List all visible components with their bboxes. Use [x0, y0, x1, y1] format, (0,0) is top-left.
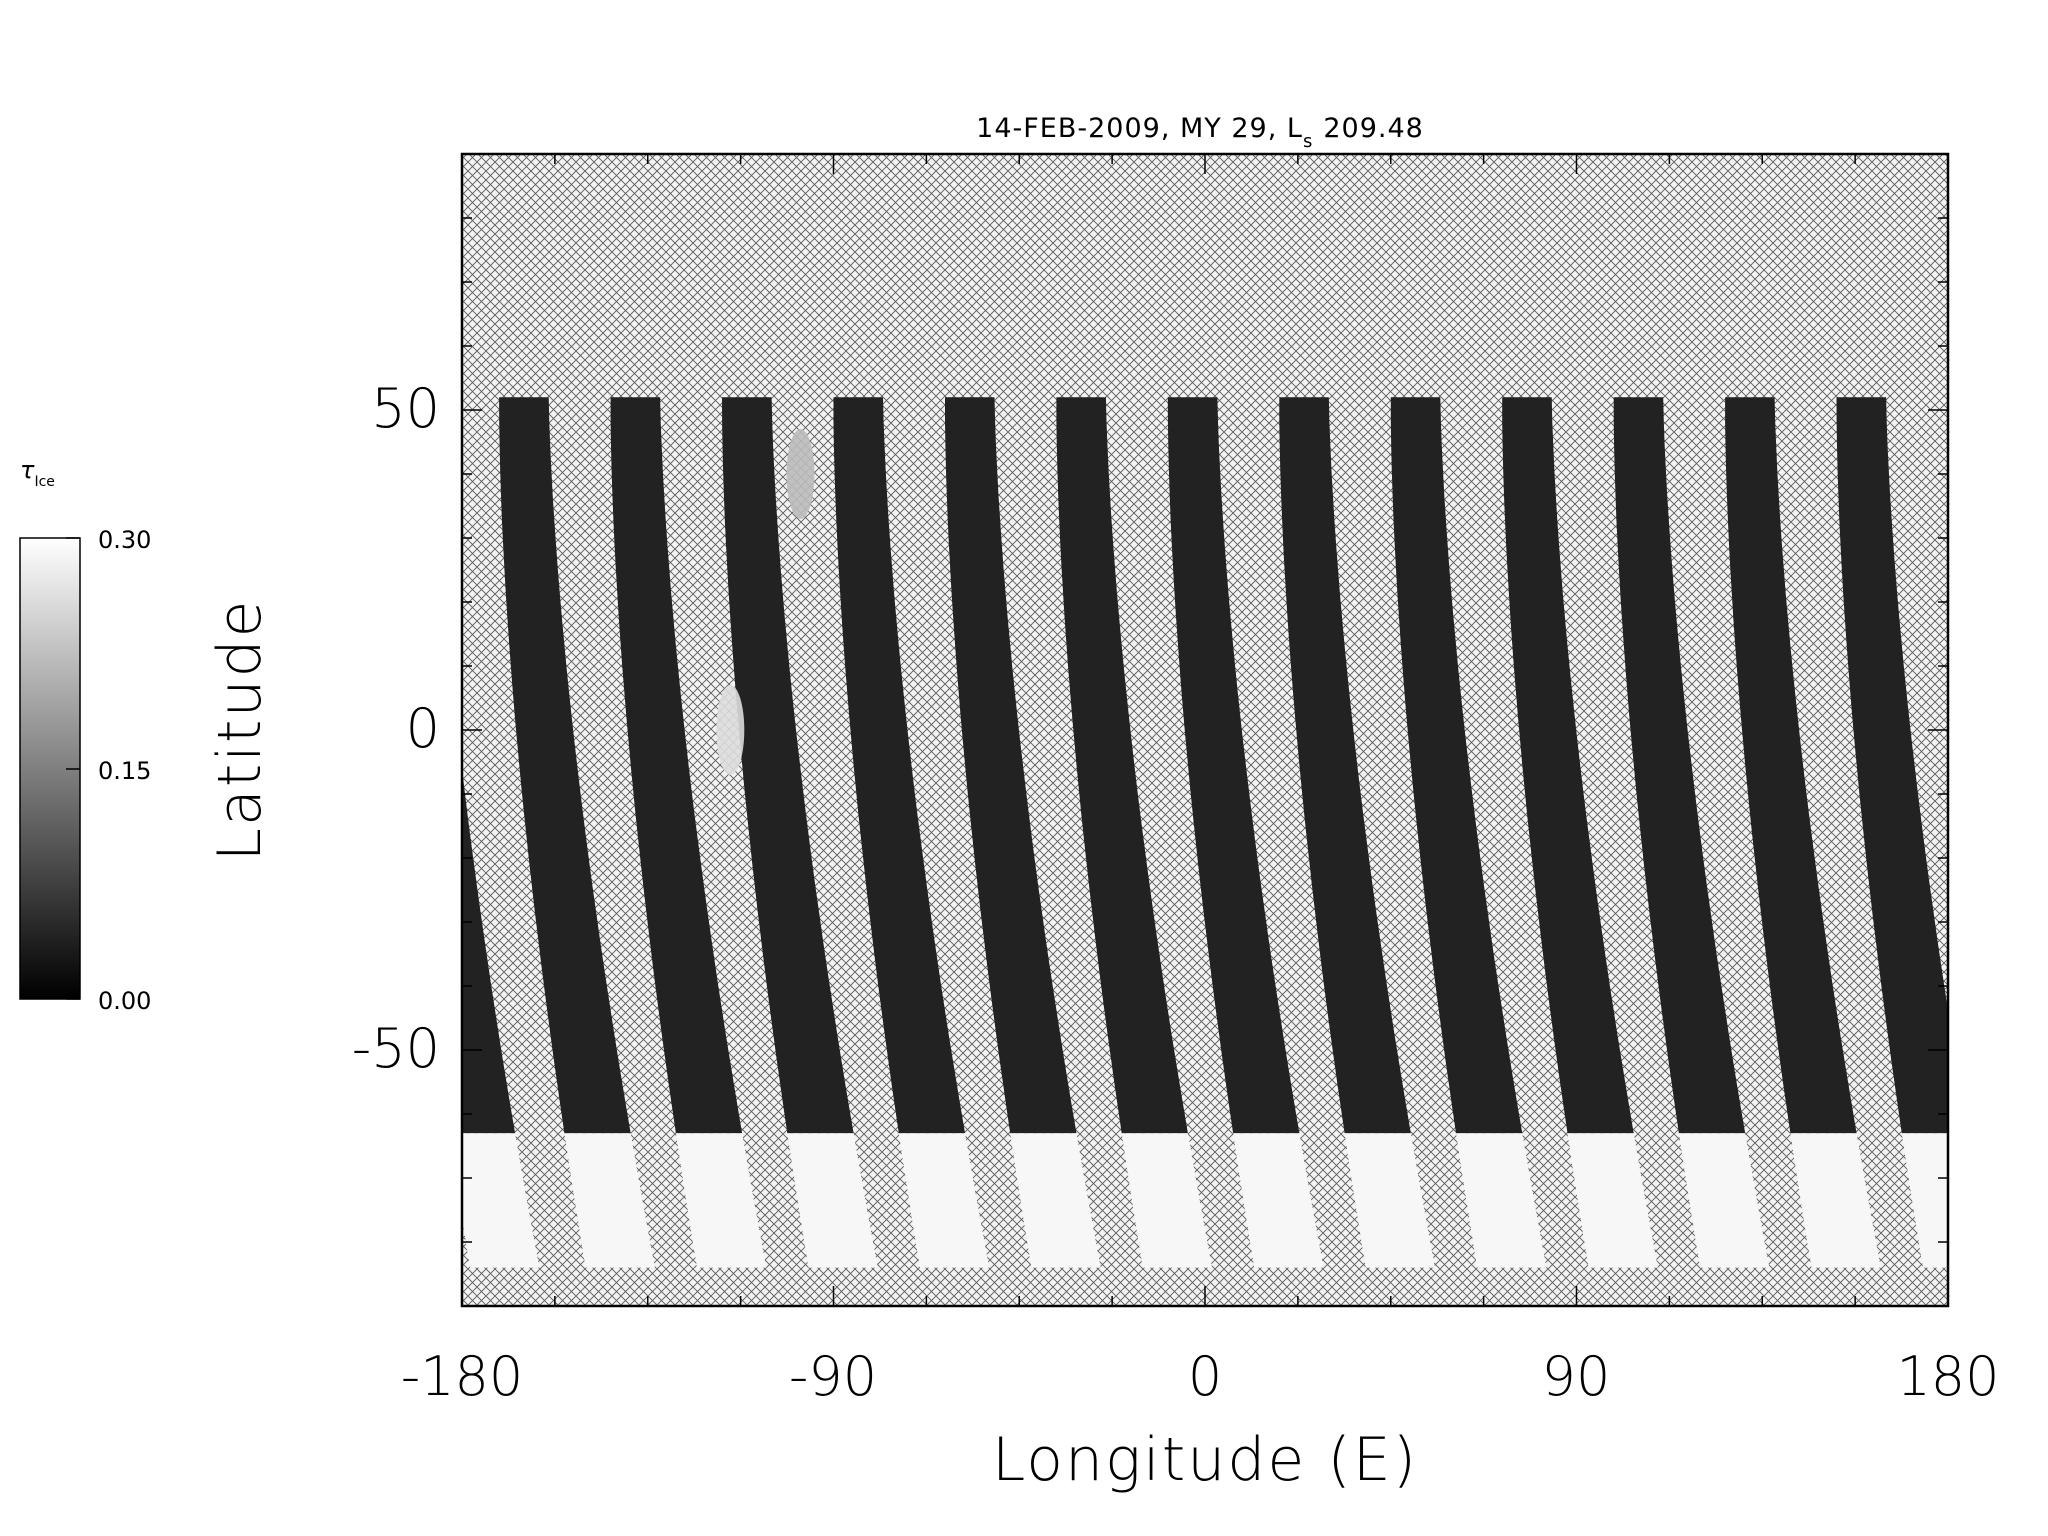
swath-south-polar — [1456, 1133, 1547, 1268]
swath-south-polar — [1678, 1133, 1770, 1268]
swath-midlat — [1167, 397, 1300, 1134]
swath-south-polar — [1790, 1133, 1881, 1268]
swath-south-polar — [1344, 1133, 1435, 1268]
swath-midlat — [833, 397, 965, 1134]
swath-south-polar — [1901, 1133, 1948, 1268]
swath-layer — [462, 397, 1948, 1268]
orbit-swath — [1279, 397, 1435, 1268]
swath-south-polar — [675, 1133, 767, 1268]
orbit-swath — [1056, 397, 1213, 1268]
colorbar-tick-label: 0.30 — [98, 526, 151, 554]
swath-south-polar — [1233, 1133, 1324, 1268]
swath-midlat — [722, 397, 854, 1134]
axis-ticks — [461, 153, 1949, 1307]
swath-south-polar — [1121, 1133, 1213, 1268]
swath-midlat — [1725, 397, 1857, 1134]
colorbar: τIce 0.30 0.15 0.00 — [19, 456, 151, 1015]
swath-midlat — [1279, 397, 1411, 1134]
swath-south-polar — [787, 1133, 878, 1268]
plot-area — [460, 152, 1950, 1308]
orbit-swath — [462, 768, 540, 1268]
feature-layer — [716, 429, 815, 775]
swath-midlat — [610, 397, 743, 1134]
swath-midlat — [1502, 397, 1634, 1134]
orbit-swath — [499, 397, 655, 1268]
x-tick-label: 180 — [1896, 1345, 1999, 1408]
bright-feature — [716, 685, 745, 775]
swath-midlat — [1056, 397, 1188, 1134]
orbit-swath — [1725, 397, 1881, 1268]
swath-midlat — [945, 397, 1077, 1134]
orbit-swath — [1167, 397, 1324, 1268]
x-tick-label: 0 — [1188, 1345, 1222, 1408]
colorbar-tick-label: 0.00 — [98, 987, 151, 1015]
orbit-swath — [1390, 397, 1547, 1268]
chart-title-main: 14-FEB-2009, MY 29, L — [976, 113, 1303, 144]
y-tick-label: 50 — [371, 377, 440, 440]
chart-title: 14-FEB-2009, MY 29, Ls 209.48 — [976, 113, 1424, 152]
x-tick-labels: -180 -90 0 90 180 — [401, 1345, 2000, 1408]
x-tick-label: -180 — [401, 1345, 524, 1408]
swath-south-polar — [462, 1133, 540, 1268]
y-tick-labels: 50 0 -50 — [352, 377, 440, 1080]
colorbar-title-main: τ — [20, 456, 35, 484]
x-axis-label: Longitude (E) — [992, 1425, 1418, 1495]
colorbar-title: τIce — [20, 456, 55, 490]
orbit-swath — [722, 397, 878, 1268]
swath-south-polar — [1010, 1133, 1101, 1268]
x-tick-label: 90 — [1542, 1345, 1611, 1408]
y-tick-label: -50 — [352, 1017, 440, 1080]
colorbar-title-sub: Ice — [34, 474, 54, 490]
y-axis-label: Latitude — [205, 599, 275, 862]
chart-title-value: 209.48 — [1323, 113, 1423, 144]
orbit-swath — [1613, 397, 1770, 1268]
colorbar-tick-label: 0.15 — [98, 757, 151, 785]
swath-south-polar — [1567, 1133, 1658, 1268]
orbit-swath — [833, 397, 990, 1268]
swath-midlat — [1836, 397, 1948, 1134]
bright-feature — [786, 429, 815, 519]
swath-midlat — [499, 397, 631, 1134]
swath-midlat — [1613, 397, 1746, 1134]
swath-south-polar — [898, 1133, 990, 1268]
swath-south-polar — [564, 1133, 655, 1268]
orbit-swath — [945, 397, 1101, 1268]
swath-midlat — [1390, 397, 1523, 1134]
orbit-swath — [1502, 397, 1658, 1268]
swath-midlat — [462, 768, 516, 1134]
orbit-swath — [610, 397, 767, 1268]
orbit-swath — [1836, 397, 1948, 1268]
x-tick-label: -90 — [789, 1345, 877, 1408]
y-tick-label: 0 — [406, 697, 440, 760]
chart-title-sub: s — [1303, 131, 1313, 152]
